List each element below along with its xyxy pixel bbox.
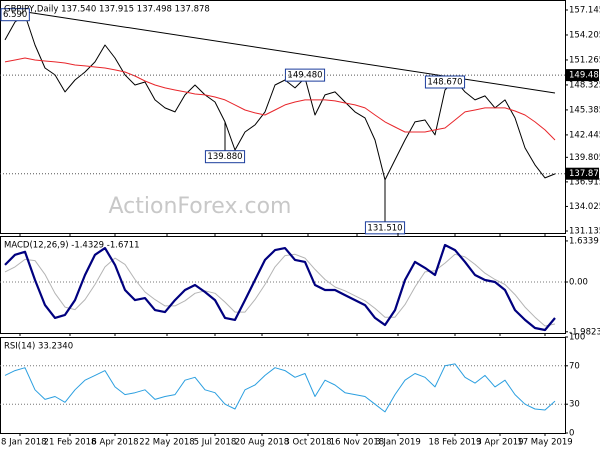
y-tick-label: 142.445 <box>569 130 600 140</box>
y-tick-label: 0.00 <box>569 277 588 287</box>
series-line <box>4 243 556 332</box>
annotation-label: 148.670 <box>427 78 462 88</box>
x-tick-label: 8 Jan 2018 <box>1 438 47 448</box>
y-tick-label: 151.265 <box>569 55 600 65</box>
annotation-label: 131.510 <box>367 223 402 233</box>
y-tick-label: -1.9823 <box>569 327 600 337</box>
x-tick-label: 3 Jan 2019 <box>375 438 421 448</box>
panel-frame <box>0 236 566 334</box>
annotation-box <box>204 150 246 164</box>
series-line <box>4 14 556 181</box>
y-tick-label: 139.805 <box>569 153 600 163</box>
y-tick-label: 131.135 <box>569 227 600 237</box>
x-tick-label: 16 Nov 2018 <box>330 438 384 448</box>
panel-title: MACD(12,26,9) -1.4329 -1.6711 <box>4 241 140 251</box>
series-line <box>4 363 556 413</box>
y-tick-label: 30 <box>569 400 580 410</box>
x-tick-label: 3 Oct 2018 <box>284 438 331 448</box>
y-tick-label: 1.6339 <box>569 236 599 246</box>
panel-frame <box>0 0 566 234</box>
panel-frame <box>0 337 566 434</box>
price-tag <box>566 69 599 82</box>
watermark: ActionForex.com <box>109 194 292 219</box>
panel-title: GBPJPY,Daily 137.540 137.915 137.498 137… <box>4 5 210 15</box>
annotation-box <box>424 75 466 89</box>
x-tick-label: 22 May 2018 <box>139 438 194 448</box>
y-tick-label: 136.915 <box>569 177 600 187</box>
y-tick-label: 154.205 <box>569 30 600 40</box>
y-tick-label: 145.385 <box>569 105 600 115</box>
series-line <box>4 57 556 141</box>
y-tick-label: 148.325 <box>569 80 600 90</box>
annotation-box <box>364 221 406 235</box>
y-tick-label: 134.025 <box>569 202 600 212</box>
x-tick-label: 6 Apr 2018 <box>91 438 138 448</box>
x-tick-label: 18 Feb 2019 <box>429 438 482 448</box>
x-tick-label: 20 Aug 2018 <box>235 438 289 448</box>
trendline <box>4 8 556 94</box>
price-tag-label: 149.480 <box>569 71 600 81</box>
price-tag <box>566 167 599 180</box>
annotation-label: 139.880 <box>207 152 242 162</box>
annotation-box <box>0 8 30 22</box>
x-tick-label: 3 Apr 2019 <box>476 438 523 448</box>
y-tick-label: 157.145 <box>569 5 600 15</box>
y-tick-label: 100 <box>569 333 585 343</box>
y-tick-label: 70 <box>569 361 580 371</box>
panel-title: RSI(14) 33.2340 <box>4 342 73 352</box>
annotation-label: 6.590 <box>3 10 27 20</box>
annotation-label: 149.480 <box>287 71 322 81</box>
series-line <box>4 253 556 327</box>
x-tick-label: 21 Feb 2018 <box>44 438 97 448</box>
x-tick-label: 5 Jul 2018 <box>194 438 237 448</box>
y-tick-label: 0 <box>569 429 574 439</box>
price-tag-label: 137.878 <box>569 169 600 179</box>
x-tick-label: 17 May 2019 <box>517 438 572 448</box>
